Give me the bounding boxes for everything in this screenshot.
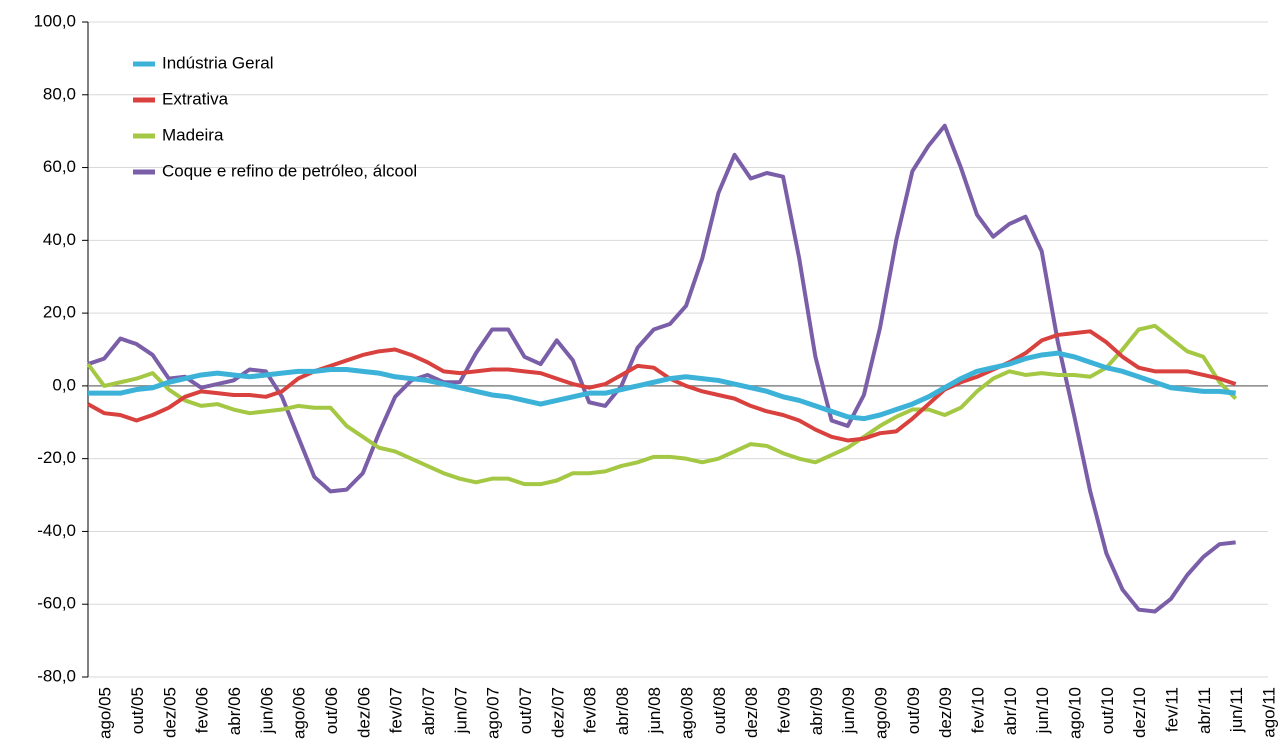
y-tick-label: -80,0 — [37, 666, 76, 685]
x-tick-label: abr/10 — [1001, 687, 1020, 735]
y-tick-label: -40,0 — [37, 521, 76, 540]
x-tick-label: ago/07 — [484, 687, 503, 739]
x-tick-label: out/05 — [128, 687, 147, 734]
x-tick-label: abr/06 — [225, 687, 244, 735]
x-tick-label: jun/10 — [1033, 687, 1052, 734]
series-line — [87, 329, 1237, 443]
series-line — [88, 350, 1236, 422]
x-tick-label: fev/06 — [193, 687, 212, 733]
x-tick-label: jun/09 — [839, 687, 858, 734]
x-tick-label: ago/08 — [678, 687, 697, 739]
x-tick-label: dez/06 — [354, 687, 373, 738]
x-tick-label: ago/05 — [96, 687, 115, 739]
x-tick-label: abr/07 — [419, 687, 438, 735]
legend-label: Coque e refino de petróleo, álcool — [162, 161, 417, 180]
x-tick-label: dez/09 — [936, 687, 955, 738]
legend-label: Indústria Geral — [162, 53, 274, 72]
y-tick-label: 60,0 — [43, 157, 76, 176]
x-tick-label: abr/08 — [613, 687, 632, 735]
x-tick-label: out/06 — [322, 687, 341, 734]
x-tick-label: fev/07 — [387, 687, 406, 733]
y-tick-label: 80,0 — [43, 84, 76, 103]
x-tick-label: fev/09 — [775, 687, 794, 733]
legend-label: Madeira — [162, 125, 224, 144]
y-tick-label: 0,0 — [52, 375, 76, 394]
x-tick-label: out/07 — [516, 687, 535, 734]
y-tick-label: 20,0 — [43, 303, 76, 322]
x-tick-label: dez/07 — [548, 687, 567, 738]
x-tick-label: dez/05 — [160, 687, 179, 738]
x-tick-label: ago/06 — [290, 687, 309, 739]
x-tick-label: jun/06 — [257, 687, 276, 734]
legend-label: Extrativa — [162, 89, 229, 108]
y-tick-label: -60,0 — [37, 594, 76, 613]
series-line — [86, 323, 1238, 487]
x-tick-label: abr/09 — [807, 687, 826, 735]
x-tick-label: jun/07 — [451, 687, 470, 734]
x-tick-label: jun/11 — [1227, 687, 1246, 733]
x-tick-label: ago/11 — [1259, 687, 1278, 738]
x-tick-label: fev/11 — [1162, 687, 1181, 732]
y-tick-label: 40,0 — [43, 230, 76, 249]
series-line — [87, 123, 1236, 614]
x-tick-label: jun/08 — [645, 687, 664, 734]
x-tick-label: out/08 — [710, 687, 729, 734]
y-tick-label: 100,0 — [33, 11, 76, 30]
x-tick-label: ago/10 — [1066, 687, 1085, 739]
x-tick-label: fev/08 — [581, 687, 600, 733]
x-tick-label: dez/10 — [1130, 687, 1149, 738]
y-tick-label: -20,0 — [37, 448, 76, 467]
x-tick-label: abr/11 — [1195, 687, 1214, 734]
x-tick-label: fev/10 — [969, 687, 988, 733]
x-tick-label: dez/08 — [742, 687, 761, 738]
x-tick-label: out/10 — [1098, 687, 1117, 734]
x-tick-label: out/09 — [904, 687, 923, 734]
x-tick-label: ago/09 — [872, 687, 891, 739]
